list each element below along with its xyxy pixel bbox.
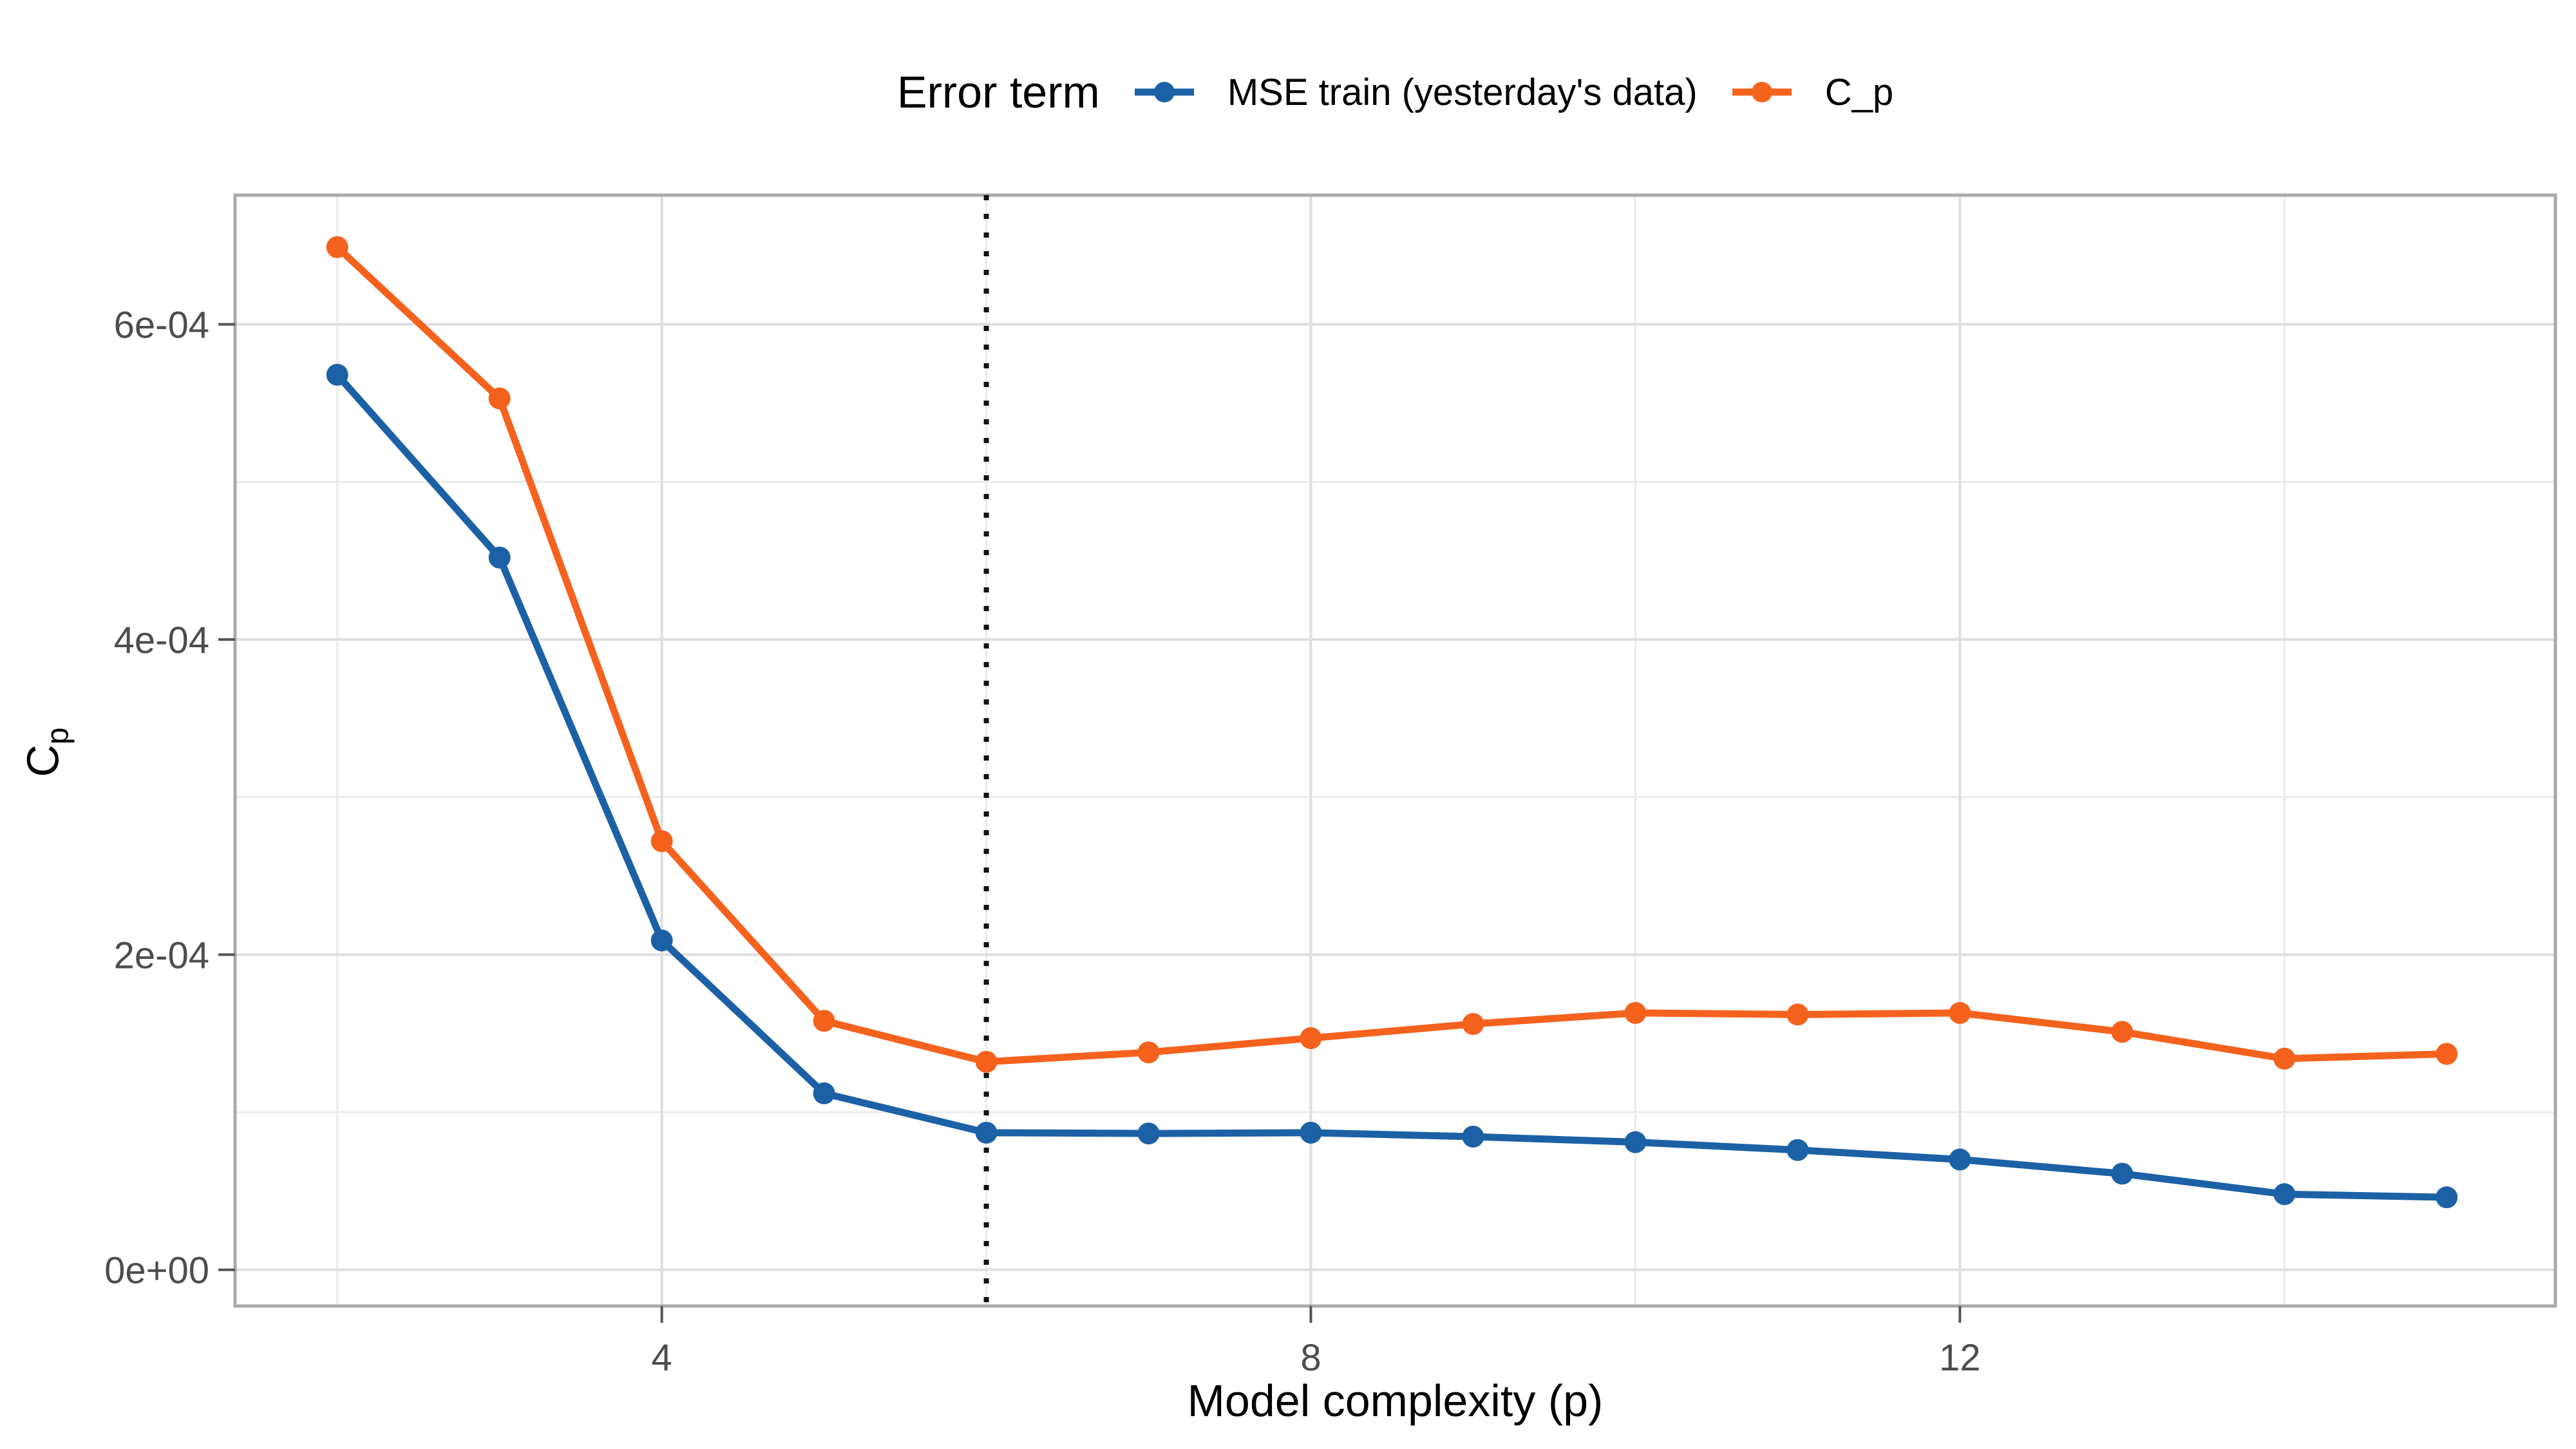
legend-title: Error term xyxy=(896,67,1100,117)
data-point xyxy=(1462,1125,1484,1148)
data-point xyxy=(1624,1001,1647,1024)
data-point xyxy=(326,236,348,258)
data-point xyxy=(488,387,511,410)
data-point xyxy=(813,1082,835,1104)
line-point-key-icon xyxy=(1732,82,1792,102)
line-point-key-icon xyxy=(1134,82,1194,102)
data-point xyxy=(1949,1148,1971,1171)
data-point xyxy=(2436,1186,2458,1209)
data-point xyxy=(2273,1047,2296,1070)
y-tick-label: 2e-04 xyxy=(114,934,209,976)
data-point xyxy=(1137,1041,1160,1064)
data-point xyxy=(813,1010,835,1032)
data-point xyxy=(2273,1183,2296,1206)
x-tick-label: 8 xyxy=(1300,1337,1321,1379)
data-point xyxy=(1949,1001,1971,1024)
legend-item-cp[interactable]: C_p xyxy=(1730,70,1893,115)
data-point xyxy=(975,1050,998,1073)
data-point xyxy=(488,546,511,569)
data-point xyxy=(1137,1122,1160,1145)
data-point xyxy=(1786,1003,1809,1026)
data-point xyxy=(1300,1121,1322,1144)
data-point xyxy=(2436,1043,2458,1065)
data-point xyxy=(1300,1027,1322,1050)
legend-label-cp: C_p xyxy=(1824,71,1894,113)
series-line xyxy=(334,244,2447,1066)
data-point xyxy=(650,929,673,952)
data-point xyxy=(975,1121,998,1144)
data-point xyxy=(326,363,348,386)
x-tick-label: 4 xyxy=(652,1337,672,1379)
series-line xyxy=(334,372,2447,1201)
data-point xyxy=(650,830,673,853)
x-axis-title: Model complexity (p) xyxy=(1187,1376,1604,1426)
data-point xyxy=(1624,1131,1647,1153)
legend-label-mse-train: MSE train (yesterday's data) xyxy=(1227,71,1698,113)
data-point xyxy=(1462,1013,1484,1036)
y-tick-label: 4e-04 xyxy=(114,620,209,661)
data-point xyxy=(2111,1021,2134,1043)
legend: Error term MSE train (yesterday's data) … xyxy=(235,50,2555,134)
x-tick-label: 12 xyxy=(1939,1337,1981,1379)
legend-item-mse-train[interactable]: MSE train (yesterday's data) xyxy=(1132,70,1698,115)
y-tick-label: 0e+00 xyxy=(104,1250,209,1292)
y-axis-title: Cp xyxy=(17,727,75,777)
data-point xyxy=(2111,1162,2134,1185)
data-point xyxy=(1786,1139,1809,1161)
panel-border xyxy=(233,193,2557,1308)
y-tick-label: 6e-04 xyxy=(114,305,209,346)
